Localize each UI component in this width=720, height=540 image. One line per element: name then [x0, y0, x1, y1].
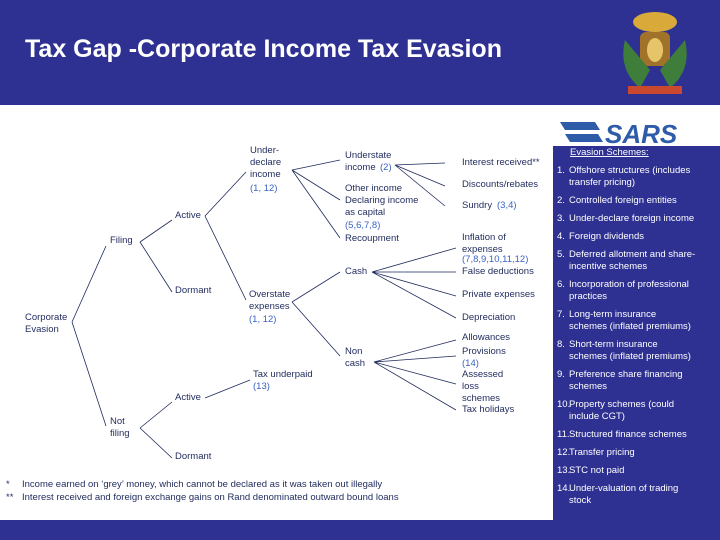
tree-node-label: Private expenses [462, 289, 535, 300]
scheme-text: transfer pricing) [569, 177, 635, 188]
tree-node-label: Sundry [462, 200, 492, 211]
scheme-number: 7. [557, 309, 565, 320]
scheme-number: 14. [557, 483, 570, 494]
tree-node-ref: (1, 12) [249, 314, 276, 325]
coat-of-arms [623, 12, 687, 94]
footnote-mark: * [6, 479, 10, 490]
scheme-number: 1. [557, 165, 565, 176]
tree-node-label: Active [175, 210, 201, 221]
scheme-text: schemes (inflated premiums) [569, 351, 691, 362]
tree-node-label: Interest received** [462, 157, 540, 168]
scheme-number: 5. [557, 249, 565, 260]
scheme-text: schemes [569, 381, 607, 392]
scheme-text: Offshore structures (includes [569, 165, 691, 176]
tree-node-label: Provisions [462, 346, 506, 357]
tree-node-label: declare [250, 157, 281, 168]
scheme-text: include CGT) [569, 411, 625, 422]
tree-node-ref: (5,6,7,8) [345, 220, 380, 231]
tree-node-label: income [250, 169, 281, 180]
scheme-number: 3. [557, 213, 565, 224]
scheme-text: Under-declare foreign income [569, 213, 694, 224]
tree-node-label: Recoupment [345, 233, 399, 244]
scheme-text: Preference share financing [569, 369, 683, 380]
tree-node-label: expenses [462, 244, 503, 255]
scheme-text: Property schemes (could [569, 399, 674, 410]
tree-node-ref: (14) [462, 358, 479, 369]
scheme-text: practices [569, 291, 607, 302]
header-band [0, 0, 720, 105]
scheme-number: 4. [557, 231, 565, 242]
tree-node-label: Active [175, 392, 201, 403]
tree-node-label: Allowances [462, 332, 510, 343]
scheme-text: schemes (inflated premiums) [569, 321, 691, 332]
tree-node-label: Understate [345, 150, 391, 161]
scheme-text: Deferred allotment and share- [569, 249, 695, 260]
footer-band [0, 520, 720, 540]
scheme-text: Foreign dividends [569, 231, 644, 242]
scheme-text: Controlled foreign entities [569, 195, 677, 206]
scheme-text: Long-term insurance [569, 309, 656, 320]
scheme-number: 13. [557, 465, 570, 476]
footnote-text: Income earned on ‘grey’ money, which can… [22, 479, 382, 490]
tree-node-label: Other income [345, 183, 402, 194]
scheme-text: Under-valuation of trading [569, 483, 678, 494]
scheme-text: Transfer pricing [569, 447, 635, 458]
tree-node-label: Under- [250, 145, 279, 156]
tree-node-label: Tax underpaid [253, 369, 313, 380]
tree-node-label: cash [345, 358, 365, 369]
tree-node-label: expenses [249, 301, 290, 312]
tree-node-label: as capital [345, 207, 385, 218]
tree-node-label: Inflation of [462, 232, 506, 243]
tree-node-label: Non [345, 346, 362, 357]
scheme-number: 12. [557, 447, 570, 458]
tree-node-label: Cash [345, 266, 367, 277]
tree-node-label: schemes [462, 393, 500, 404]
scheme-number: 8. [557, 339, 565, 350]
tree-node-label: False deductions [462, 266, 534, 277]
tree-node-label: income [345, 162, 376, 173]
scheme-text: STC not paid [569, 465, 624, 476]
scheme-text: stock [569, 495, 591, 506]
tree-node-label: filing [110, 428, 130, 439]
tree-node-ref: (1, 12) [250, 183, 277, 194]
tree-node-label: Depreciation [462, 312, 515, 323]
tree-node-label: Corporate [25, 312, 67, 323]
tree-node-label: Dormant [175, 285, 212, 296]
footnote-mark: ** [6, 492, 14, 503]
tree-node-ref: (3,4) [497, 200, 517, 211]
schemes-panel [553, 146, 720, 520]
tree-connectors [71, 159, 457, 459]
scheme-text: Incorporation of professional [569, 279, 689, 290]
tree-node-label: Evasion [25, 324, 59, 335]
scheme-number: 6. [557, 279, 565, 290]
sars-logo: SARS [560, 119, 678, 149]
schemes-heading: Evasion Schemes: [570, 147, 649, 158]
scheme-number: 10. [557, 399, 570, 410]
tree-node-label: Discounts/rebates [462, 179, 538, 190]
tree-node-label: Overstate [249, 289, 290, 300]
tree-node-label: Assessed [462, 369, 503, 380]
scheme-text: Short-term insurance [569, 339, 658, 350]
tree-node-label: Not [110, 416, 125, 427]
tree-node-ref: (13) [253, 381, 270, 392]
logo-text: SARS [605, 119, 678, 149]
scheme-text: incentive schemes [569, 261, 647, 272]
scheme-number: 9. [557, 369, 565, 380]
tree-node-ref: (2) [380, 162, 392, 173]
scheme-text: Structured finance schemes [569, 429, 687, 440]
tree-node-label: Dormant [175, 451, 212, 462]
footnote-text: Interest received and foreign exchange g… [22, 492, 399, 503]
scheme-number: 2. [557, 195, 565, 206]
tree-node-label: Declaring income [345, 195, 418, 206]
tree-node-label: Tax holidays [462, 404, 515, 415]
tree-node-label: Filing [110, 235, 133, 246]
slide-title: Tax Gap -Corporate Income Tax Evasion [25, 35, 502, 63]
scheme-number: 11. [557, 429, 570, 440]
tree-node-ref: (7,8,9,10,11,12) [462, 254, 528, 265]
tree-node-label: loss [462, 381, 479, 392]
